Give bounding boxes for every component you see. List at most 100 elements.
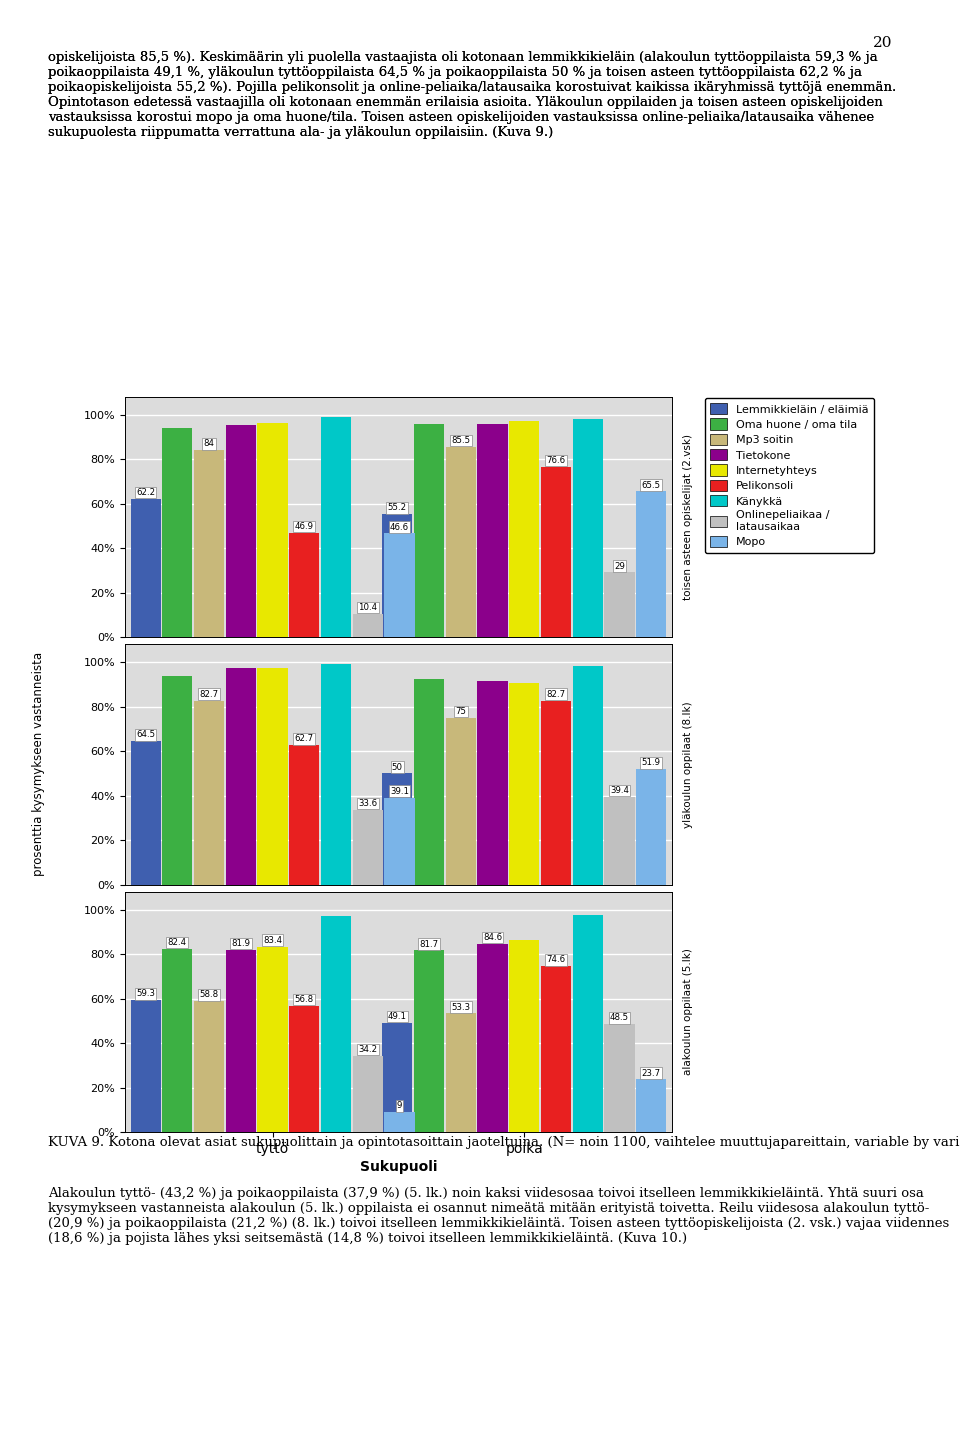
Bar bbox=[573, 914, 603, 1133]
Bar bbox=[509, 941, 540, 1133]
Bar bbox=[573, 667, 603, 885]
Text: Alakoulun tyttö- (43,2 %) ja poikaoppilaista (37,9 %) (5. lk.) noin kaksi viides: Alakoulun tyttö- (43,2 %) ja poikaoppila… bbox=[48, 1187, 949, 1245]
Bar bbox=[162, 428, 192, 638]
Bar bbox=[289, 1006, 320, 1133]
Text: 75: 75 bbox=[455, 708, 467, 716]
Bar bbox=[384, 1112, 415, 1133]
Text: 50: 50 bbox=[392, 763, 403, 772]
Bar bbox=[477, 424, 508, 638]
Bar bbox=[573, 419, 603, 638]
Bar bbox=[605, 572, 635, 638]
Text: 81.9: 81.9 bbox=[231, 939, 251, 948]
Text: 83.4: 83.4 bbox=[263, 936, 282, 945]
Bar bbox=[509, 683, 540, 885]
Text: 48.5: 48.5 bbox=[610, 1013, 629, 1022]
Bar bbox=[226, 668, 256, 885]
Text: 82.4: 82.4 bbox=[168, 938, 187, 946]
Text: 85.5: 85.5 bbox=[451, 435, 470, 446]
Text: 9: 9 bbox=[396, 1101, 402, 1111]
Text: 23.7: 23.7 bbox=[641, 1069, 660, 1077]
Text: KUVA 9. Kotona olevat asiat sukupuolittain ja opintotasoittain jaoteltuina. (N= : KUVA 9. Kotona olevat asiat sukupuolitta… bbox=[48, 1136, 960, 1149]
Bar bbox=[605, 1024, 635, 1133]
Text: 10.4: 10.4 bbox=[358, 603, 377, 612]
Bar bbox=[384, 533, 415, 638]
Text: toisen asteen opiskelijat (2.vsk): toisen asteen opiskelijat (2.vsk) bbox=[683, 434, 693, 600]
Bar bbox=[382, 1022, 413, 1133]
Text: 49.1: 49.1 bbox=[388, 1012, 407, 1021]
Bar bbox=[131, 498, 160, 638]
Text: yläkoulun oppilaat (8.lk): yläkoulun oppilaat (8.lk) bbox=[683, 702, 693, 827]
Text: 20: 20 bbox=[874, 36, 893, 51]
Text: prosenttia kysymykseen vastanneista: prosenttia kysymykseen vastanneista bbox=[32, 652, 45, 877]
Bar bbox=[131, 741, 160, 885]
Text: 82.7: 82.7 bbox=[200, 690, 219, 699]
Bar bbox=[445, 447, 476, 638]
Text: 29: 29 bbox=[614, 562, 625, 571]
Text: 76.6: 76.6 bbox=[546, 456, 565, 464]
Text: 62.7: 62.7 bbox=[295, 734, 314, 743]
Text: 34.2: 34.2 bbox=[358, 1045, 377, 1054]
Bar bbox=[257, 946, 288, 1133]
Bar bbox=[477, 943, 508, 1133]
Text: 39.1: 39.1 bbox=[390, 786, 409, 796]
Bar bbox=[289, 745, 320, 885]
Bar bbox=[194, 700, 224, 885]
Bar bbox=[321, 664, 351, 885]
Bar bbox=[477, 681, 508, 885]
Bar bbox=[257, 668, 288, 885]
Text: 74.6: 74.6 bbox=[546, 955, 565, 964]
Legend: Lemmikkieläin / eläimiä, Oma huone / oma tila, Mp3 soitin, Tietokone, Internetyh: Lemmikkieläin / eläimiä, Oma huone / oma… bbox=[705, 397, 875, 553]
Bar bbox=[162, 676, 192, 885]
Bar bbox=[352, 614, 383, 638]
Bar bbox=[384, 798, 415, 885]
Text: 56.8: 56.8 bbox=[295, 994, 314, 1005]
Text: 84.6: 84.6 bbox=[483, 933, 502, 942]
Bar bbox=[257, 422, 288, 638]
Text: 58.8: 58.8 bbox=[200, 990, 219, 999]
X-axis label: Sukupuoli: Sukupuoli bbox=[360, 1160, 437, 1174]
Bar bbox=[321, 418, 351, 638]
Bar bbox=[636, 1079, 666, 1133]
Bar bbox=[352, 1056, 383, 1133]
Text: 62.2: 62.2 bbox=[136, 488, 156, 496]
Text: 81.7: 81.7 bbox=[420, 939, 439, 948]
Bar bbox=[605, 796, 635, 885]
Bar bbox=[194, 1002, 224, 1133]
Bar bbox=[382, 514, 413, 638]
Bar bbox=[414, 951, 444, 1133]
Bar bbox=[131, 1000, 160, 1133]
Bar bbox=[540, 466, 571, 638]
Text: 82.7: 82.7 bbox=[546, 690, 565, 699]
Text: alakoulun oppilaat (5.lk): alakoulun oppilaat (5.lk) bbox=[683, 948, 693, 1076]
Text: 33.6: 33.6 bbox=[358, 799, 377, 808]
Bar bbox=[226, 949, 256, 1133]
Bar bbox=[636, 491, 666, 638]
Text: 65.5: 65.5 bbox=[641, 480, 660, 489]
Bar bbox=[414, 424, 444, 638]
Bar bbox=[540, 700, 571, 885]
Bar bbox=[445, 1013, 476, 1133]
Bar bbox=[636, 769, 666, 885]
Bar bbox=[382, 773, 413, 885]
Bar bbox=[540, 967, 571, 1133]
Text: 64.5: 64.5 bbox=[136, 731, 156, 740]
Bar bbox=[352, 810, 383, 885]
Bar bbox=[509, 421, 540, 638]
Text: opiskelijoista 85,5 %). Keskimäärin yli puolella vastaajista oli kotonaan lemmik: opiskelijoista 85,5 %). Keskimäärin yli … bbox=[48, 51, 897, 138]
Bar bbox=[162, 949, 192, 1133]
Text: 46.6: 46.6 bbox=[390, 523, 409, 531]
Bar bbox=[321, 916, 351, 1133]
Bar bbox=[226, 425, 256, 638]
Text: 59.3: 59.3 bbox=[136, 989, 156, 999]
Text: opiskelijoista 85,5 %). Keskimäärin yli puolella vastaajista oli kotonaan lemmik: opiskelijoista 85,5 %). Keskimäärin yli … bbox=[48, 51, 897, 138]
Bar bbox=[445, 718, 476, 885]
Text: 84: 84 bbox=[204, 440, 215, 448]
Text: 55.2: 55.2 bbox=[388, 504, 407, 513]
Text: 39.4: 39.4 bbox=[610, 786, 629, 795]
Bar bbox=[289, 533, 320, 638]
Text: 53.3: 53.3 bbox=[451, 1003, 470, 1012]
Bar bbox=[414, 678, 444, 885]
Bar bbox=[194, 450, 224, 638]
Text: 51.9: 51.9 bbox=[641, 759, 660, 767]
Text: 46.9: 46.9 bbox=[295, 521, 314, 531]
